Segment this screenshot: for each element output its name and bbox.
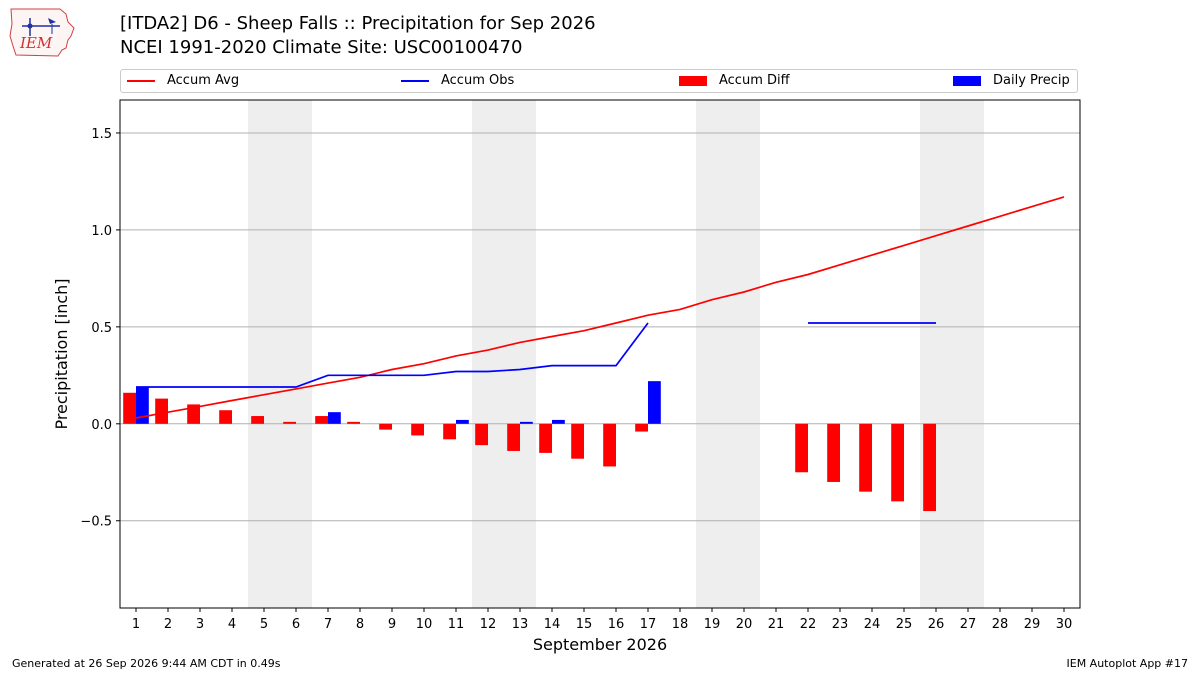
x-tick-label: 27 <box>960 617 977 632</box>
x-axis-label: September 2026 <box>533 635 667 654</box>
x-tick-label: 21 <box>768 617 785 632</box>
bar-accum-diff-day-12 <box>475 423 488 446</box>
legend-swatch-accum-avg <box>127 79 155 82</box>
bar-accum-diff-day-15 <box>571 423 584 459</box>
footer-generated: Generated at 26 Sep 2026 9:44 AM CDT in … <box>12 657 281 670</box>
x-tick-label: 18 <box>672 617 689 632</box>
x-tick-label: 30 <box>1056 617 1073 632</box>
bar-accum-diff-day-7 <box>315 416 328 424</box>
legend-swatch-accum-diff <box>679 75 707 86</box>
x-tick-label: 26 <box>928 617 945 632</box>
logo-text: IEM <box>19 34 53 52</box>
x-tick-label: 12 <box>480 617 497 632</box>
x-tick-label: 16 <box>608 617 625 632</box>
legend-label-accum-diff: Accum Diff <box>719 73 790 88</box>
bar-accum-diff-day-17 <box>635 423 648 432</box>
bar-accum-diff-day-3 <box>187 404 200 424</box>
weekend-shade-1 <box>248 100 312 608</box>
weekend-shade-2 <box>472 100 536 608</box>
bar-accum-diff-day-25 <box>891 423 904 502</box>
x-tick-label: 19 <box>704 617 721 632</box>
legend-label-accum-avg: Accum Avg <box>167 73 240 88</box>
bar-accum-diff-day-16 <box>603 423 616 467</box>
weekend-shade-4 <box>920 100 984 608</box>
bar-daily-precip-day-7 <box>328 412 341 424</box>
x-tick-label: 20 <box>736 617 753 632</box>
x-tick-label: 2 <box>164 617 172 632</box>
iem-logo: IEM <box>9 8 75 57</box>
y-tick-label: 1.5 <box>91 127 112 142</box>
weekend-shade-3 <box>696 100 760 608</box>
bar-accum-diff-day-1 <box>123 392 136 424</box>
chart-subtitle: NCEI 1991-2020 Climate Site: USC00100470 <box>120 37 523 58</box>
bar-accum-diff-day-14 <box>539 423 552 453</box>
x-tick-label: 11 <box>448 617 465 632</box>
bar-accum-diff-day-11 <box>443 423 456 440</box>
legend-swatch-accum-obs <box>401 79 429 82</box>
x-tick-label: 14 <box>544 617 561 632</box>
legend-swatch-daily-precip <box>953 75 981 86</box>
line-accum-obs <box>136 322 649 388</box>
x-tick-label: 7 <box>324 617 332 632</box>
y-tick-label: 0.5 <box>91 321 112 336</box>
legend-label-accum-obs: Accum Obs <box>441 73 515 88</box>
x-tick-label: 23 <box>832 617 849 632</box>
legend-label-daily-precip: Daily Precip <box>993 73 1070 88</box>
legend-item-daily-precip: Daily Precip <box>953 73 1070 88</box>
x-tick-label: 22 <box>800 617 817 632</box>
bar-accum-diff-day-4 <box>219 410 232 424</box>
bar-accum-diff-day-10 <box>411 423 424 436</box>
bar-daily-precip-day-1 <box>136 386 149 424</box>
x-tick-label: 1 <box>132 617 140 632</box>
x-tick-label: 15 <box>576 617 593 632</box>
x-tick-label: 6 <box>292 617 300 632</box>
line-accum-avg <box>135 196 1065 419</box>
bar-daily-precip-day-14 <box>552 419 565 424</box>
bar-accum-diff-day-23 <box>827 423 840 482</box>
chart-title: [ITDA2] D6 - Sheep Falls :: Precipitatio… <box>120 13 596 34</box>
bar-accum-diff-day-8 <box>347 421 360 424</box>
bar-accum-diff-day-2 <box>155 398 168 424</box>
x-tick-label: 8 <box>356 617 364 632</box>
x-tick-label: 28 <box>992 617 1009 632</box>
x-tick-label: 25 <box>896 617 913 632</box>
x-tick-label: 13 <box>512 617 529 632</box>
legend-item-accum-diff: Accum Diff <box>679 73 790 88</box>
legend: Accum Avg Accum Obs Accum Diff Daily Pre… <box>120 69 1078 93</box>
legend-item-accum-obs: Accum Obs <box>401 73 514 88</box>
plot-frame <box>119 99 1081 609</box>
bar-daily-precip-day-13 <box>520 421 533 424</box>
bar-accum-diff-day-6 <box>283 421 296 424</box>
y-axis-label: Precipitation [inch] <box>52 278 71 429</box>
bar-accum-diff-day-13 <box>507 423 520 451</box>
x-tick-label: 10 <box>416 617 433 632</box>
bar-accum-diff-day-24 <box>859 423 872 492</box>
x-tick-label: 5 <box>260 617 268 632</box>
bar-accum-diff-day-9 <box>379 423 392 430</box>
y-tick-label: −0.5 <box>80 515 112 530</box>
bar-accum-diff-day-5 <box>251 416 264 424</box>
y-tick-label: 1.0 <box>91 224 112 239</box>
bar-accum-diff-day-22 <box>795 423 808 473</box>
x-tick-label: 9 <box>388 617 396 632</box>
x-tick-label: 3 <box>196 617 204 632</box>
x-tick-label: 4 <box>228 617 236 632</box>
x-tick-label: 17 <box>640 617 657 632</box>
x-tick-label: 29 <box>1024 617 1041 632</box>
bar-accum-diff-day-26 <box>923 423 936 512</box>
legend-item-accum-avg: Accum Avg <box>127 73 239 88</box>
x-tick-label: 24 <box>864 617 881 632</box>
footer-app: IEM Autoplot App #17 <box>1066 657 1189 670</box>
bar-daily-precip-day-17 <box>648 381 661 424</box>
bar-daily-precip-day-11 <box>456 419 469 424</box>
y-tick-label: 0.0 <box>91 418 112 433</box>
